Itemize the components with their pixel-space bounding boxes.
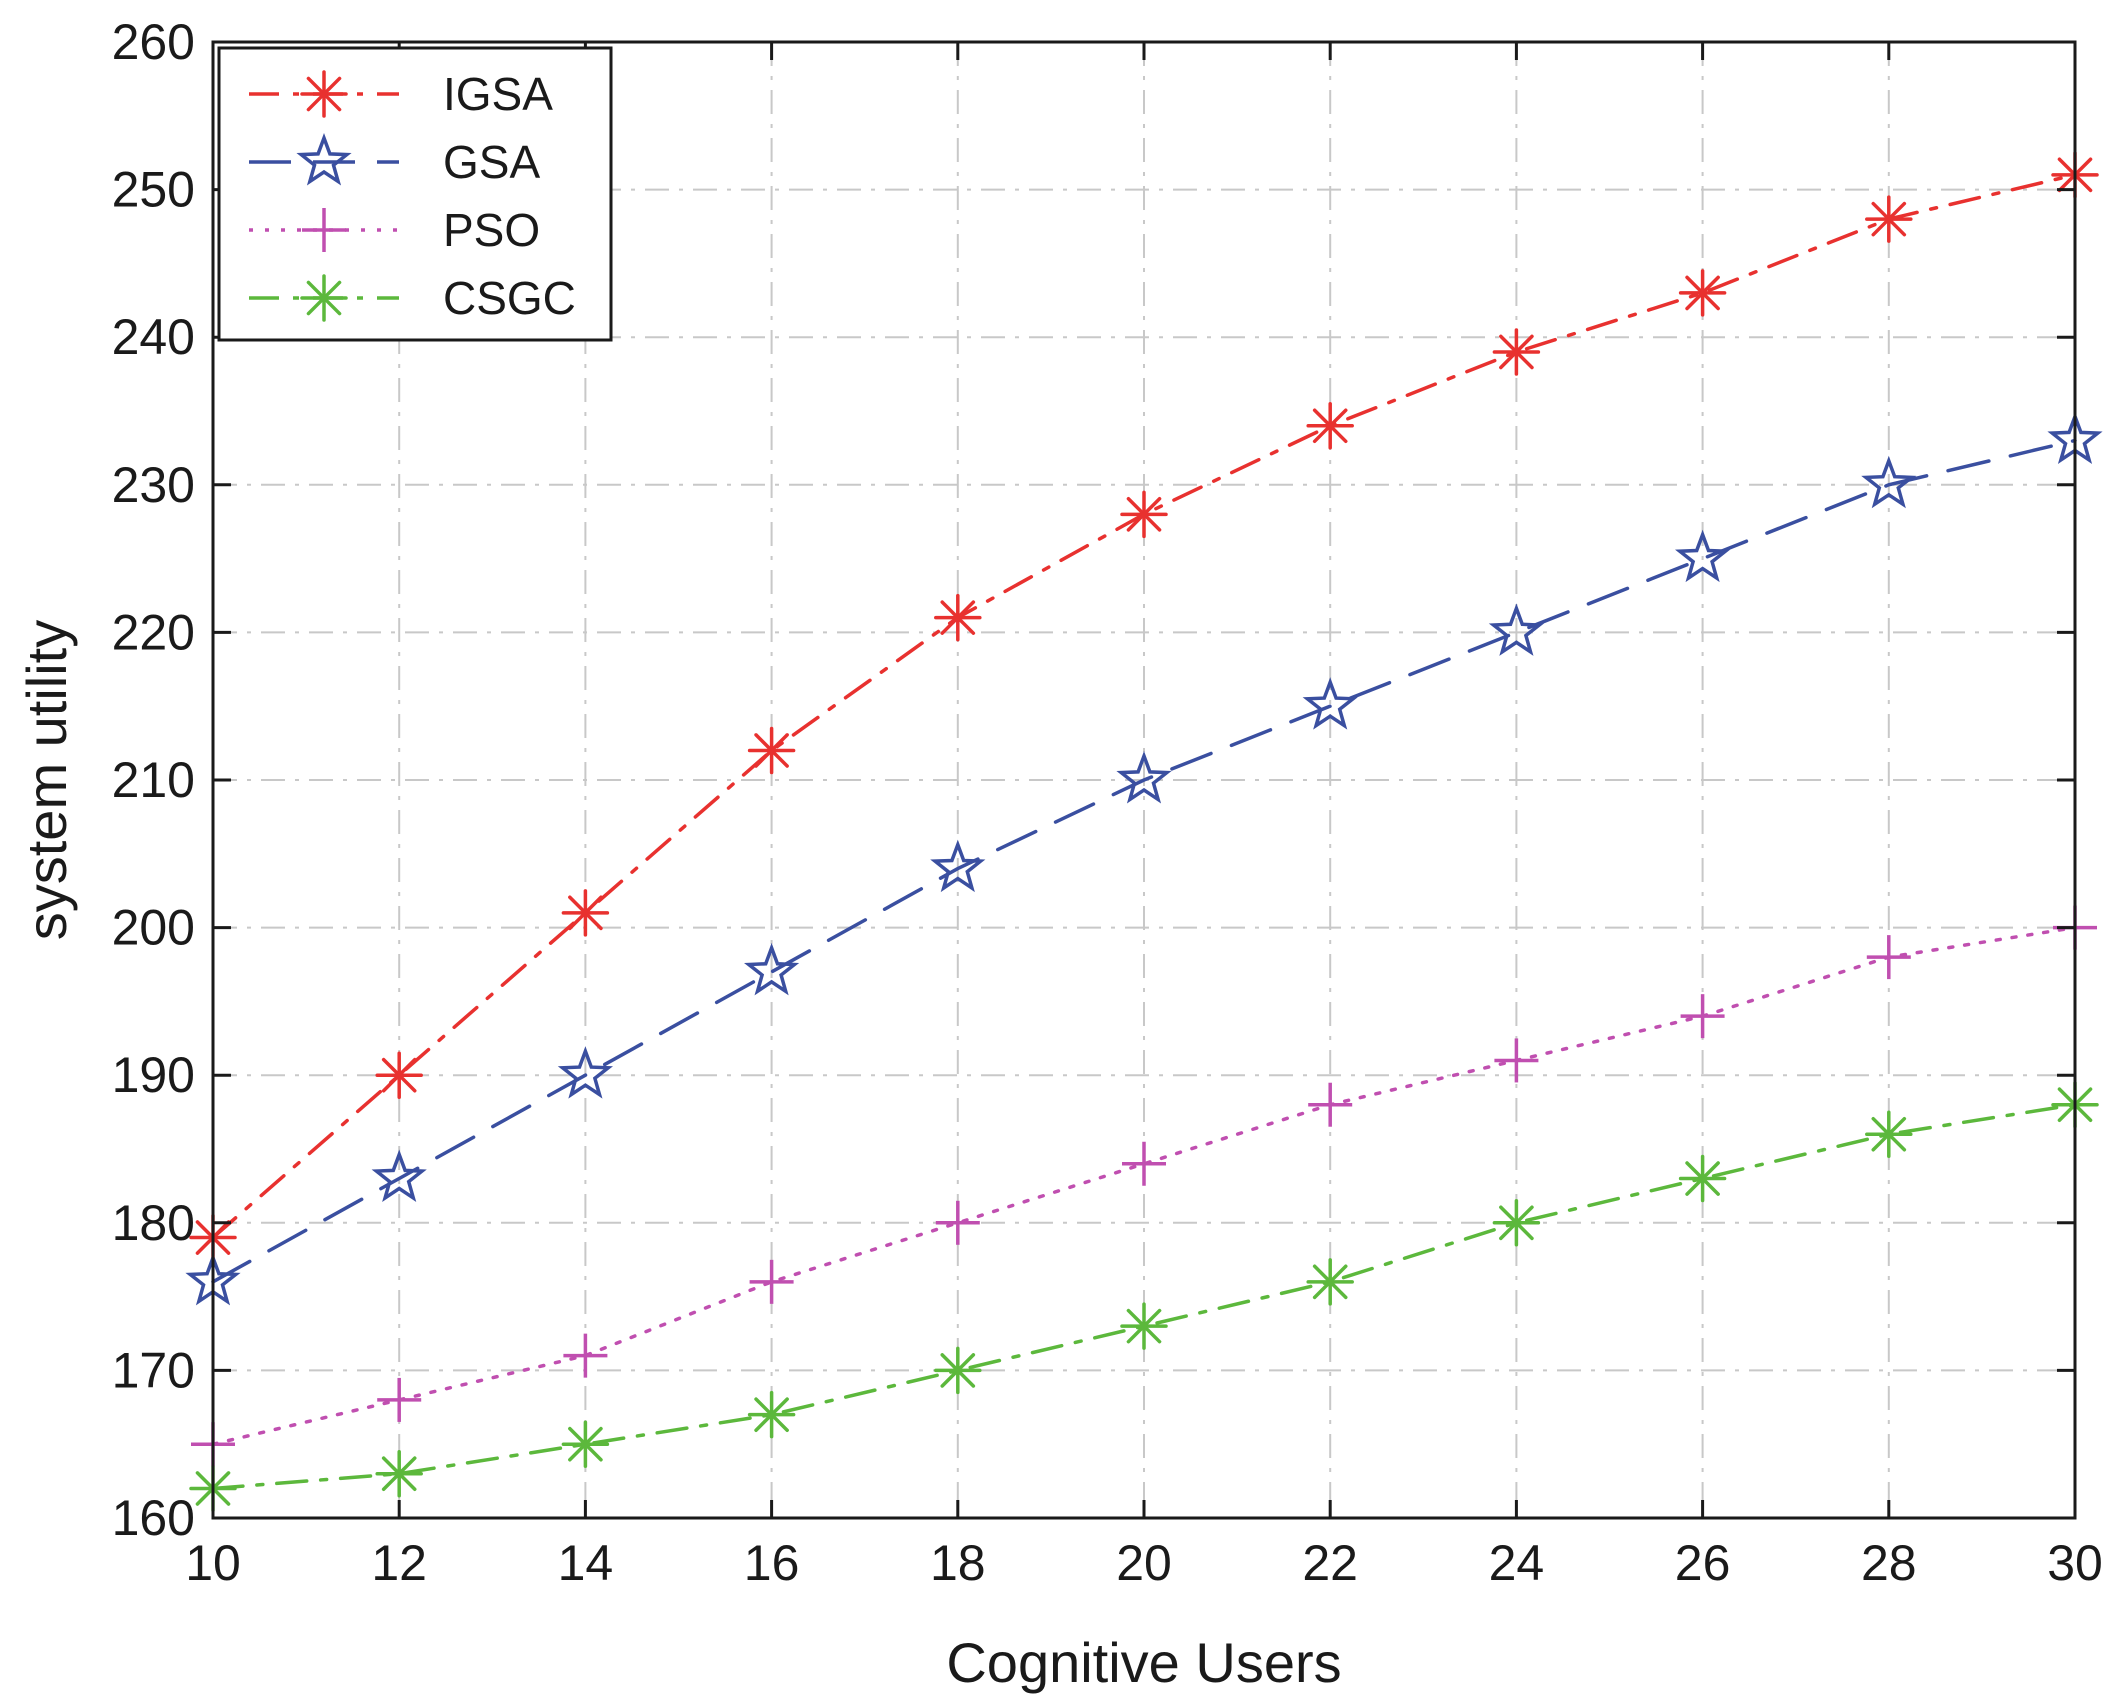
- x-tick-label: 24: [1489, 1535, 1545, 1591]
- x-tick-label: 14: [558, 1535, 614, 1591]
- legend-marker: [296, 132, 352, 186]
- data-point-pso: [1122, 1141, 1166, 1186]
- legend: IGSA GSA PSO CSGC: [217, 46, 613, 342]
- x-tick-label: 20: [1116, 1535, 1172, 1591]
- data-point-pso: [1680, 994, 1725, 1039]
- data-point-igsa: [747, 726, 796, 775]
- data-point-csgc: [561, 1420, 610, 1468]
- y-tick-label: 210: [112, 752, 195, 808]
- y-tick-label: 180: [112, 1195, 195, 1251]
- x-tick-label: 28: [1861, 1535, 1917, 1591]
- y-tick-label: 220: [112, 604, 195, 660]
- legend-label: PSO: [443, 204, 540, 256]
- data-point-igsa: [1865, 195, 1913, 243]
- data-point-gsa: [1116, 750, 1172, 804]
- y-tick-label: 170: [112, 1342, 195, 1398]
- data-point-pso: [1494, 1038, 1539, 1083]
- data-point-gsa: [1861, 455, 1917, 509]
- data-point-pso: [749, 1259, 794, 1304]
- y-axis-label: system utility: [15, 620, 78, 941]
- data-point-csgc: [1865, 1110, 1913, 1158]
- data-point-pso: [563, 1333, 608, 1378]
- x-tick-label: 18: [930, 1535, 986, 1591]
- x-axis-label: Cognitive Users: [946, 1631, 1341, 1694]
- x-tick-labels: 10 12 14 16 18 20 22 24 26 28 30: [185, 1535, 2103, 1591]
- data-point-gsa: [557, 1046, 613, 1099]
- data-point-gsa: [1302, 677, 1358, 730]
- y-tick-label: 190: [112, 1047, 195, 1103]
- data-point-igsa: [561, 889, 610, 937]
- legend-label: IGSA: [443, 68, 553, 120]
- data-point-gsa: [1488, 603, 1544, 656]
- data-point-igsa: [1306, 402, 1354, 450]
- data-point-pso: [935, 1200, 980, 1245]
- legend-box: [217, 46, 613, 342]
- legend-marker: [300, 70, 348, 118]
- data-point-csgc: [934, 1346, 982, 1395]
- y-tick-label: 160: [112, 1490, 195, 1546]
- x-tick-label: 12: [371, 1535, 427, 1591]
- data-point-gsa: [371, 1149, 427, 1202]
- legend-item-gsa: GSA: [249, 132, 540, 188]
- data-point-igsa: [934, 593, 982, 642]
- data-point-csgc: [747, 1390, 796, 1439]
- legend-item-csgc: CSGC: [249, 272, 576, 324]
- legend-marker: [302, 208, 346, 252]
- series-line-pso: [211, 925, 2077, 1446]
- data-point-igsa: [375, 1051, 423, 1099]
- x-tick-label: 16: [744, 1535, 800, 1591]
- data-point-igsa: [1678, 269, 1727, 317]
- data-point-gsa: [1675, 529, 1731, 583]
- x-tick-label: 10: [185, 1535, 241, 1591]
- data-point-gsa: [744, 942, 800, 996]
- data-point-igsa: [1120, 490, 1168, 539]
- x-tick-label: 26: [1675, 1535, 1731, 1591]
- y-tick-label: 230: [112, 457, 195, 513]
- data-point-csgc: [1306, 1258, 1354, 1306]
- legend-label: GSA: [443, 136, 540, 188]
- data-point-gsa: [930, 839, 986, 893]
- x-tick-label: 30: [2047, 1535, 2103, 1591]
- series-line-gsa: [211, 438, 2077, 1284]
- data-point-igsa: [1492, 328, 1541, 376]
- y-tick-label: 260: [112, 14, 195, 70]
- legend-item-igsa: IGSA: [249, 68, 553, 120]
- data-point-pso: [377, 1377, 422, 1422]
- series-gsa: [185, 411, 2103, 1306]
- legend-marker: [300, 274, 348, 322]
- x-tick-label: 22: [1302, 1535, 1358, 1591]
- data-point-csgc: [375, 1449, 423, 1498]
- y-tick-labels: 160 170 180 190 200 210 220 230 240 250 260: [112, 14, 195, 1546]
- legend-label: CSGC: [443, 272, 576, 324]
- y-tick-label: 200: [112, 900, 195, 956]
- legend-item-pso: PSO: [249, 204, 540, 256]
- data-point-csgc: [1492, 1199, 1541, 1247]
- data-point-pso: [1866, 935, 1911, 980]
- data-point-pso: [1308, 1082, 1353, 1127]
- data-point-csgc: [1120, 1302, 1168, 1350]
- y-tick-label: 240: [112, 309, 195, 365]
- y-tick-label: 250: [112, 162, 195, 218]
- data-point-csgc: [1678, 1154, 1727, 1203]
